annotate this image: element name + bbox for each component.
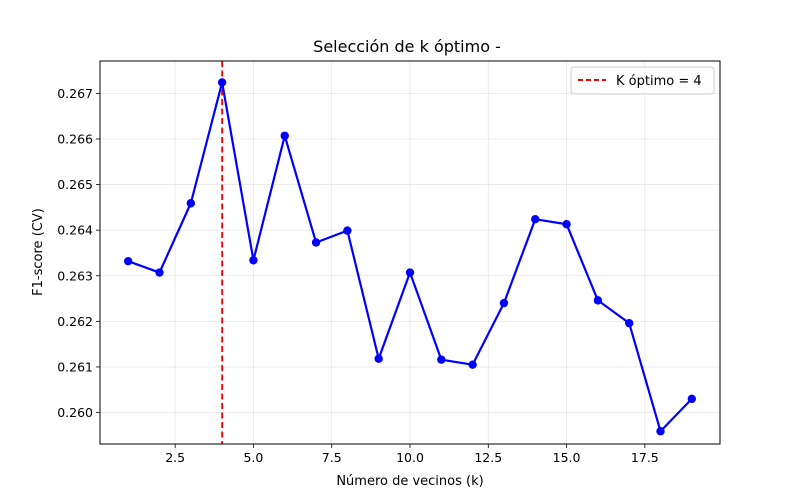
- x-tick-label: 2.5: [165, 450, 185, 465]
- x-tick-label: 12.5: [474, 450, 502, 465]
- data-point: [624, 318, 634, 328]
- legend-box: [570, 66, 715, 95]
- y-tick-label: 0.265: [57, 177, 93, 192]
- data-point: [280, 131, 289, 140]
- chart-title: Selección de k óptimo -: [313, 37, 501, 56]
- data-point: [249, 256, 258, 265]
- x-tick-label: 10.0: [396, 450, 424, 465]
- y-tick-label: 0.264: [57, 223, 93, 238]
- data-point: [531, 215, 540, 224]
- x-tick-label: 17.5: [631, 450, 659, 465]
- data-point: [499, 298, 509, 308]
- y-axis-ticks: 0.260 0.261 0.262 0.263 0.264 0.265 0.266 0.267: [57, 86, 100, 420]
- x-axis-label: Número de vecinos (k): [336, 474, 483, 489]
- y-tick-label: 0.260: [57, 405, 93, 420]
- data-point: [155, 268, 164, 277]
- data-point: [405, 268, 415, 277]
- data-point: [593, 296, 603, 305]
- data-point: [656, 427, 665, 436]
- y-axis-label: F1-score (CV): [31, 208, 46, 296]
- plot-frame: [99, 60, 721, 445]
- x-tick-label: 7.5: [322, 450, 342, 465]
- data-point: [311, 238, 321, 247]
- data-point: [217, 78, 227, 87]
- legend-label: K óptimo = 4: [616, 74, 702, 89]
- data-point: [186, 199, 196, 208]
- data-point: [374, 354, 383, 363]
- y-tick-label: 0.262: [57, 314, 93, 329]
- data-point: [687, 394, 697, 404]
- data-point: [123, 256, 133, 266]
- y-tick-label: 0.263: [57, 268, 93, 283]
- x-axis-ticks: 2.5 5.0 7.5 10.0 12.5 15.0 17.5: [165, 444, 659, 465]
- series-group: [123, 78, 697, 436]
- data-point: [562, 220, 571, 229]
- x-tick-label: 5.0: [243, 450, 263, 465]
- data-point: [343, 226, 352, 235]
- data-point: [468, 360, 477, 369]
- data-point: [437, 355, 446, 364]
- legend: K óptimo = 4: [570, 66, 715, 95]
- y-tick-label: 0.261: [57, 359, 93, 374]
- y-tick-label: 0.266: [57, 131, 93, 146]
- x-tick-label: 15.0: [553, 450, 581, 465]
- y-tick-label: 0.267: [57, 86, 93, 101]
